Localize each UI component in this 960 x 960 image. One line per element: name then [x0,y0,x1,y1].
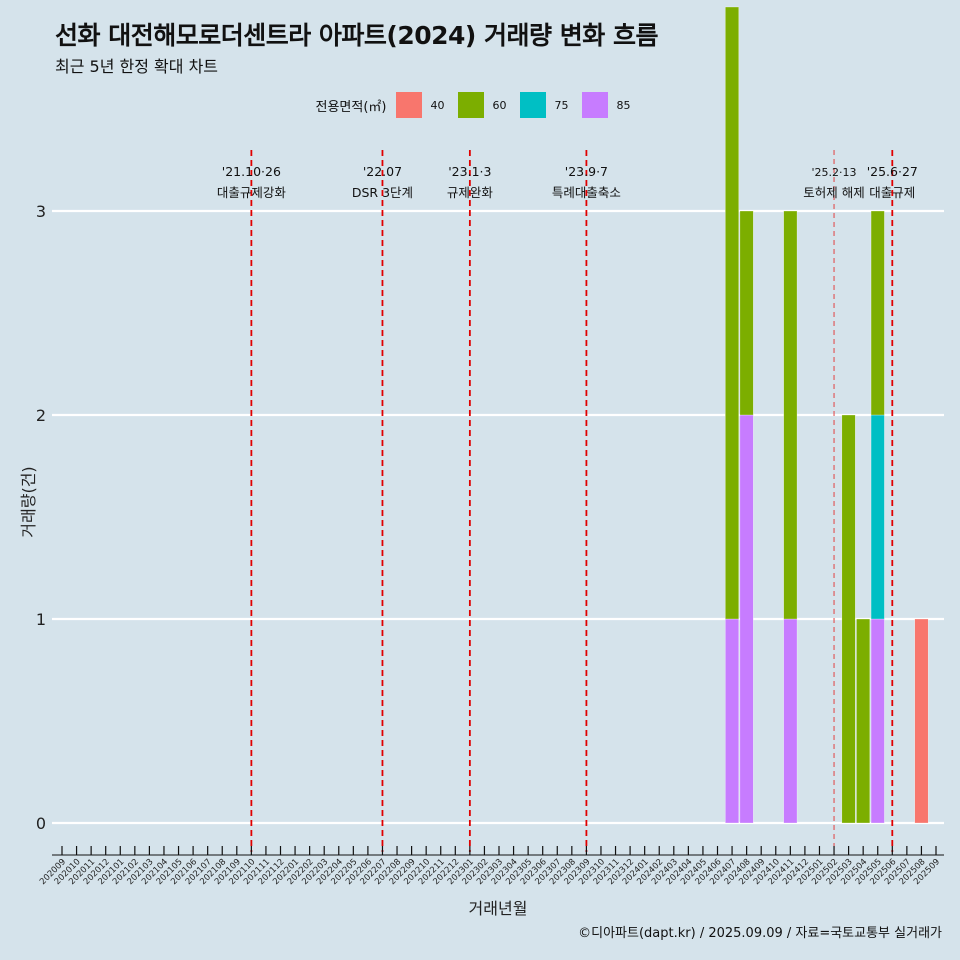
bar-202411-85 [783,618,798,824]
event-lines: '21.10·26 대출규제강화 '22.07 DSR 3단계 '23.1·3 규제완화 '… [217,150,918,852]
bar-202503-60 [841,414,856,824]
event-date-4: '25.2·13 [812,166,857,179]
event-label-2: 규제완화 [447,185,494,200]
legend-item-40: 40 [396,92,452,118]
event-date-2: '23.1·3 [448,164,491,179]
legend-swatch-85 [582,92,609,118]
y-axis-label: 거래량(건) [19,466,38,537]
legend-label-85: 85 [616,98,631,112]
legend-item-85: 85 [582,92,638,118]
event-date-3: '23.9·7 [565,164,608,179]
chart-title: 선화 대전해모로더센트라 아파트(2024) 거래량 변화 흐름 [55,21,658,50]
legend-swatch-75 [520,92,547,118]
y-tick-label-3: 3 [36,202,46,221]
legend-swatch-40 [396,92,423,118]
event-label-3: 특례대출축소 [552,185,621,200]
event-date-0: '21.10·26 [222,164,281,179]
bar-202408-60 [739,210,754,416]
bar-202508-40 [914,618,929,824]
event-label-0: 대출규제강화 [217,185,287,200]
legend: 전용면적(㎡) 40 60 75 85 [0,92,960,118]
bar-202505-75 [870,414,885,620]
bar-202407-85 [725,618,739,824]
bar-202408-85 [739,414,754,824]
legend-item-75: 75 [520,92,576,118]
event-label-1: DSR 3단계 [352,185,413,200]
legend-swatch-60 [458,92,485,118]
legend-label-60: 60 [492,98,507,112]
legend-label-75: 75 [554,98,569,112]
bar-202411-60 [783,210,798,620]
y-tick-label-0: 0 [36,814,46,833]
bar-202407-60 [725,6,739,620]
bar-202505-85 [870,618,885,824]
chart-subtitle: 최근 5년 한정 확대 차트 [55,57,219,76]
legend-title: 전용면적(㎡) [315,99,387,115]
y-tick-label-1: 1 [36,610,46,629]
x-axis-label: 거래년월 [469,899,528,918]
gridlines [52,209,944,825]
bar-202504-60 [856,618,871,824]
legend-label-40: 40 [430,98,445,112]
event-label-4: 토허제 해제 [803,185,864,200]
bar-202505-60 [870,210,885,416]
source-caption: ©디아파트(dapt.kr) / 2025.09.09 / 자료=국토교통부 실… [578,926,942,941]
event-date-5: '25.6·27 [867,164,918,179]
y-tick-label-2: 2 [36,406,46,425]
y-axis: 0 1 2 3 [36,202,46,833]
event-date-1: '22.07 [363,164,402,179]
x-axis: 2020092020102020112020122021012021022021… [38,846,944,887]
legend-item-60: 60 [458,92,514,118]
bars [725,6,929,824]
event-label-5: 대출규제 [869,185,915,200]
